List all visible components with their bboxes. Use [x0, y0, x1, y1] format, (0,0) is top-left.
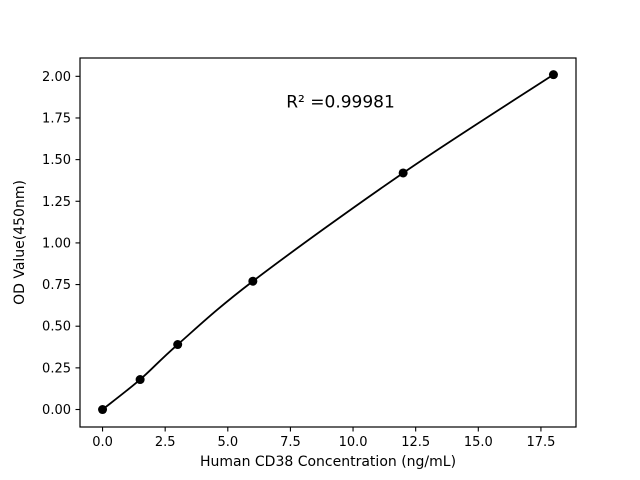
- x-tick-label: 5.0: [217, 435, 238, 450]
- x-tick-label: 15.0: [464, 435, 493, 450]
- axes-frame: [79, 57, 577, 428]
- data-point: [398, 168, 408, 178]
- data-point: [98, 405, 108, 415]
- y-axis-label: OD Value(450nm): [12, 180, 28, 305]
- y-tick-label: 1.50: [42, 153, 71, 168]
- r-squared-annotation: R² =0.99981: [286, 92, 395, 112]
- y-tick-label: 2.00: [42, 70, 71, 85]
- plot-area: [80, 58, 576, 427]
- data-point: [135, 375, 145, 385]
- x-tick-label: 17.5: [526, 435, 555, 450]
- y-tick-label: 1.25: [42, 195, 71, 210]
- y-tick-label: 0.50: [42, 320, 71, 335]
- data-point: [248, 276, 258, 286]
- x-axis-label: Human CD38 Concentration (ng/mL): [200, 454, 456, 470]
- x-tick-label: 10.0: [339, 435, 368, 450]
- data-point: [548, 70, 558, 80]
- x-tick-label: 0.0: [92, 435, 113, 450]
- y-tick-label: 0.25: [42, 361, 71, 376]
- x-tick-label: 7.5: [280, 435, 301, 450]
- x-tick-label: 12.5: [401, 435, 430, 450]
- y-tick-label: 1.00: [42, 236, 71, 251]
- data-point: [173, 340, 183, 350]
- y-tick-label: 0.00: [42, 403, 71, 418]
- y-tick-label: 0.75: [42, 278, 71, 293]
- x-tick-label: 2.5: [155, 435, 176, 450]
- y-tick-label: 1.75: [42, 111, 71, 126]
